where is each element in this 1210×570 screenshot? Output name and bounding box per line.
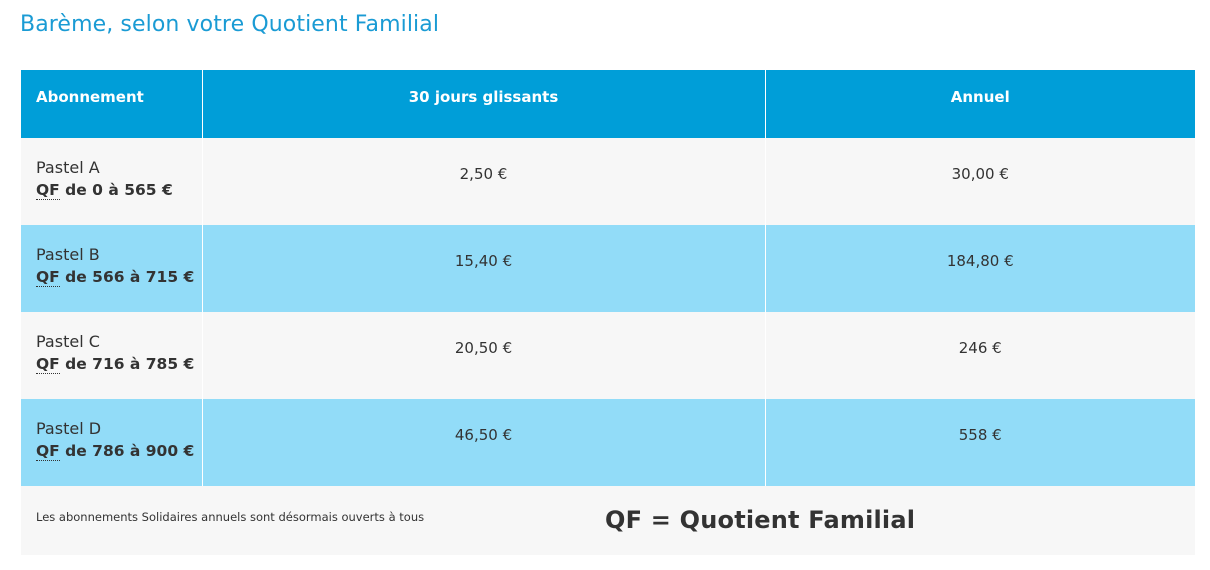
qf-legend: QF = Quotient Familial bbox=[605, 506, 916, 534]
price-annual: 558 € bbox=[765, 399, 1195, 486]
price-annual: 30,00 € bbox=[765, 138, 1195, 225]
plan-name: Pastel C bbox=[36, 332, 100, 351]
column-header-subscription: Abonnement bbox=[21, 70, 203, 138]
solidaires-note: Les abonnements Solidaires annuels sont … bbox=[36, 510, 425, 524]
price-30-days: 46,50 € bbox=[202, 399, 766, 486]
tariff-table: Abonnement 30 jours glissants Annuel Pas… bbox=[21, 70, 1195, 486]
plan-qf-range: QF de 0 à 565 € bbox=[36, 179, 202, 202]
plan-qf-range: QF de 786 à 900 € bbox=[36, 440, 202, 463]
qf-range-text: de 566 à 715 € bbox=[59, 268, 195, 286]
plan-name: Pastel D bbox=[36, 419, 102, 438]
column-header-30-days: 30 jours glissants bbox=[202, 70, 766, 138]
plan-cell: Pastel A QF de 0 à 565 € bbox=[21, 138, 203, 225]
table-footer: Les abonnements Solidaires annuels sont … bbox=[21, 486, 1195, 555]
plan-qf-range: QF de 716 à 785 € bbox=[36, 353, 202, 376]
table-row: Pastel C QF de 716 à 785 € 20,50 € 246 € bbox=[21, 312, 1195, 399]
qf-abbreviation[interactable]: QF bbox=[36, 442, 60, 461]
table-header-row: Abonnement 30 jours glissants Annuel bbox=[21, 70, 1195, 138]
plan-cell: Pastel D QF de 786 à 900 € bbox=[21, 399, 203, 486]
plan-qf-range: QF de 566 à 715 € bbox=[36, 266, 202, 289]
table-row: Pastel D QF de 786 à 900 € 46,50 € 558 € bbox=[21, 399, 1195, 486]
qf-abbreviation[interactable]: QF bbox=[36, 268, 60, 287]
price-annual: 184,80 € bbox=[765, 225, 1195, 312]
qf-abbreviation[interactable]: QF bbox=[36, 181, 60, 200]
table-row: Pastel A QF de 0 à 565 € 2,50 € 30,00 € bbox=[21, 138, 1195, 225]
price-30-days: 2,50 € bbox=[202, 138, 766, 225]
qf-range-text: de 716 à 785 € bbox=[59, 355, 195, 373]
price-30-days: 15,40 € bbox=[202, 225, 766, 312]
plan-name: Pastel A bbox=[36, 158, 100, 177]
plan-cell: Pastel B QF de 566 à 715 € bbox=[21, 225, 203, 312]
qf-range-text: de 786 à 900 € bbox=[59, 442, 195, 460]
qf-abbreviation[interactable]: QF bbox=[36, 355, 60, 374]
price-30-days: 20,50 € bbox=[202, 312, 766, 399]
page-title: Barème, selon votre Quotient Familial bbox=[20, 12, 440, 37]
column-header-annual: Annuel bbox=[765, 70, 1195, 138]
plan-name: Pastel B bbox=[36, 245, 100, 264]
price-annual: 246 € bbox=[765, 312, 1195, 399]
plan-cell: Pastel C QF de 716 à 785 € bbox=[21, 312, 203, 399]
qf-range-text: de 0 à 565 € bbox=[59, 181, 173, 199]
table-row: Pastel B QF de 566 à 715 € 15,40 € 184,8… bbox=[21, 225, 1195, 312]
